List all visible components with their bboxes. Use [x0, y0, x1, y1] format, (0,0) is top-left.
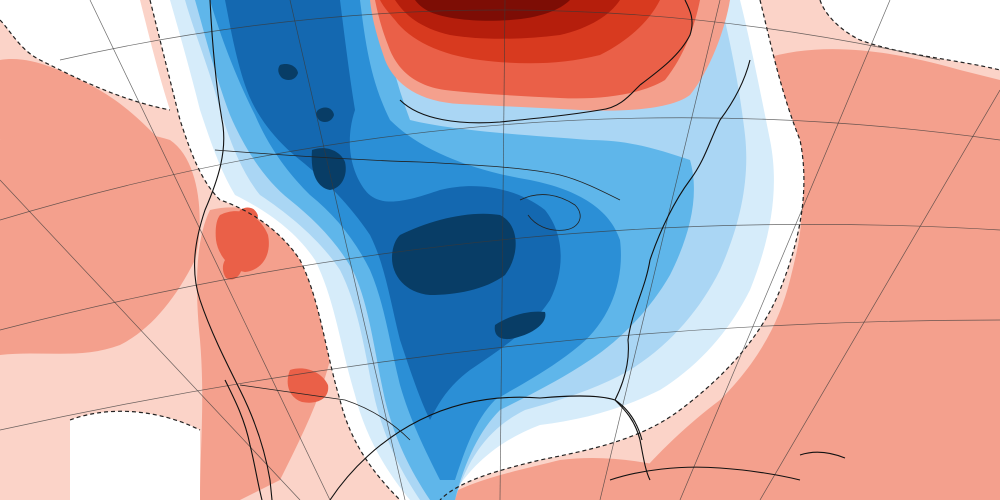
warm-region-pacific-west	[0, 126, 200, 355]
warm-region-gulf-caribbean	[440, 458, 700, 500]
political-borders	[214, 149, 621, 441]
neutral-band-southwest	[70, 411, 200, 500]
zero-contour-east	[439, 0, 805, 500]
border-us-mexico	[239, 384, 411, 441]
warm-region-mexico	[197, 207, 340, 500]
warm-pocket-southwest	[287, 368, 329, 403]
border-us-canada	[214, 149, 621, 201]
cold-core-plains	[392, 213, 516, 295]
great-lakes	[519, 194, 581, 231]
longitude-line-1	[89, 0, 331, 500]
longitude-line-2	[289, 0, 406, 500]
longitude-line-4	[599, 0, 721, 500]
warm-region-atlantic-east	[620, 49, 1000, 500]
western-warm-pockets	[215, 207, 329, 403]
cold-anomaly-regions	[170, 0, 774, 500]
cold-core-mississippi-valley	[494, 311, 546, 340]
coastline-hispaniola	[799, 451, 846, 459]
coastline-florida	[614, 399, 651, 481]
cold-core-canada-3	[316, 107, 334, 123]
longitude-line-5	[679, 0, 891, 500]
greenland-warm-anomaly	[370, 0, 730, 111]
cool-region-level-5	[225, 0, 561, 420]
coastline-greenland	[639, 0, 693, 86]
zero-contour-main	[149, 0, 401, 500]
zero-contour-greenland-sea	[819, 0, 1000, 71]
coastlines	[194, 0, 846, 500]
coastline-cuba	[609, 466, 801, 481]
zero-contour-southwest	[69, 410, 201, 431]
coastline-gulf	[329, 395, 643, 500]
coastline-west	[194, 0, 273, 500]
longitude-line-3	[499, 0, 506, 500]
warm-anomaly-regions	[0, 49, 1000, 500]
neutral-band-alaska	[0, 0, 170, 110]
neutral-band-greenland-sea	[820, 0, 1000, 70]
longitude-line-6	[759, 89, 1000, 500]
warm-pocket-northern-rockies	[238, 207, 258, 224]
latitude-line-mid	[0, 224, 1000, 331]
latitude-line-high	[59, 9, 941, 61]
coastline-hudson-bay	[399, 84, 641, 124]
latitude-line-north	[0, 117, 1000, 221]
warm-region-nw-corner	[0, 59, 160, 140]
cold-core-canada-2	[278, 63, 298, 81]
coastline-east	[614, 59, 751, 401]
coastline-baja	[224, 379, 263, 500]
warm-pocket-sierra	[222, 257, 242, 280]
warm-pocket-great-basin	[215, 211, 269, 272]
latitude-line-south	[0, 319, 1000, 431]
